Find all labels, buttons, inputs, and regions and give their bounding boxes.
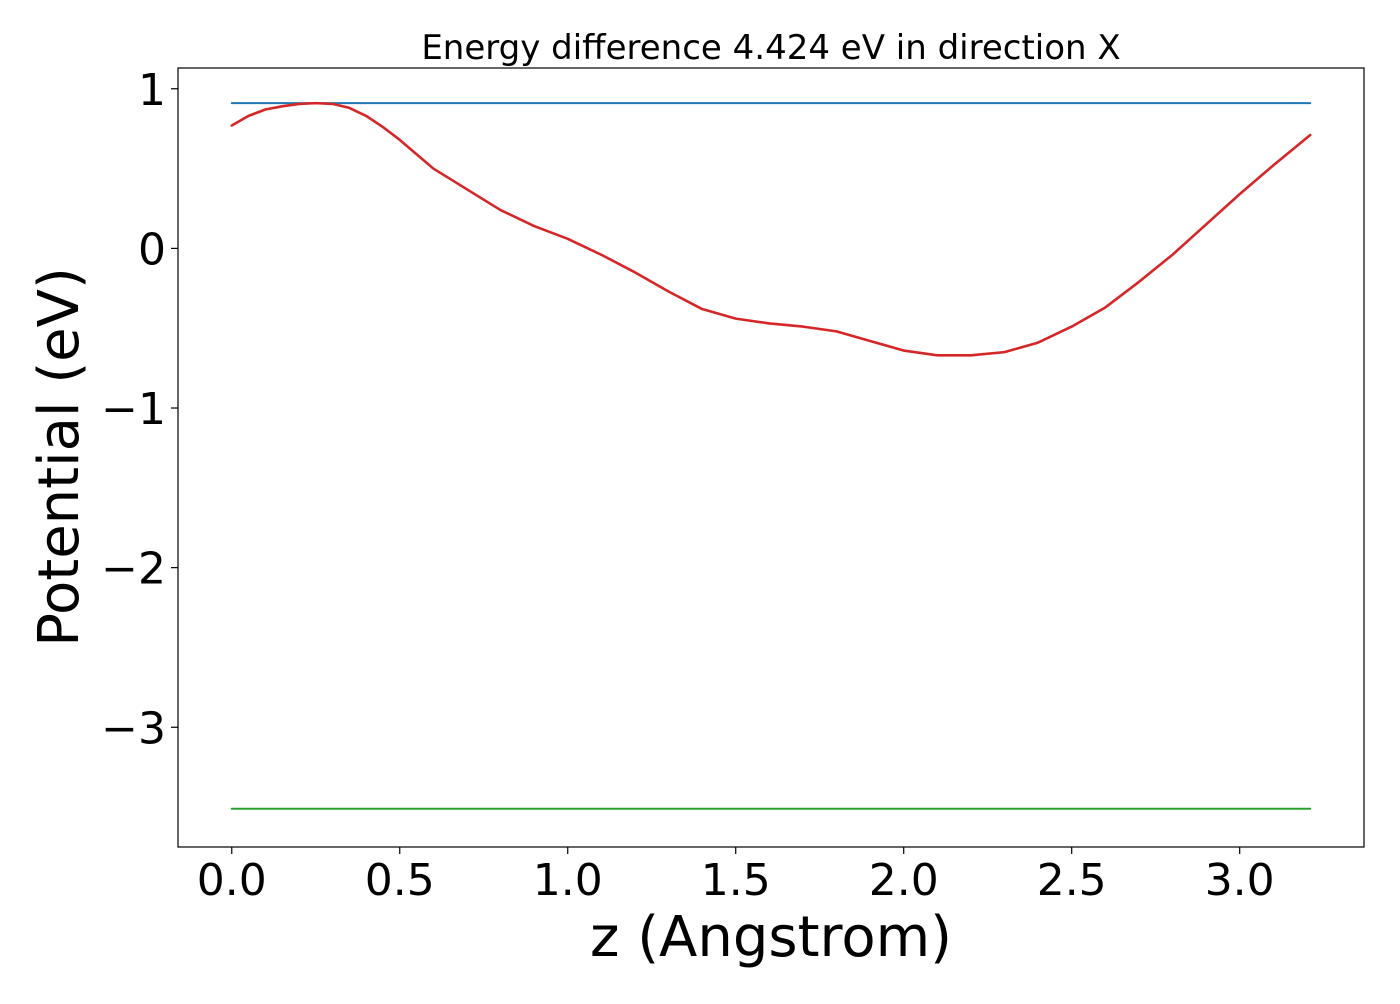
x-tick-label: 1.5 — [701, 855, 771, 906]
y-tick-label: −3 — [101, 703, 166, 754]
y-tick-label: 1 — [138, 65, 166, 116]
x-axis-label: z (Angstrom) — [590, 905, 952, 970]
y-tick-label: −1 — [101, 384, 166, 435]
y-tick-label: −2 — [101, 544, 166, 595]
series-line-2 — [230, 101, 1312, 357]
plot-area — [177, 67, 1365, 848]
x-tick-label: 2.5 — [1037, 855, 1107, 906]
y-tick-label: 0 — [138, 224, 166, 275]
y-axis-ticks: 1 0 −1 −2 −3 — [101, 65, 178, 754]
x-tick-label: 1.0 — [533, 855, 603, 906]
chart-title: Energy difference 4.424 eV in direction … — [421, 28, 1120, 68]
x-tick-label: 0.0 — [197, 855, 267, 906]
x-tick-label: 0.5 — [365, 855, 435, 906]
x-axis-ticks: 0.0 0.5 1.0 1.5 2.0 2.5 3.0 — [197, 847, 1275, 906]
x-tick-label: 2.0 — [869, 855, 939, 906]
y-axis-label: Potential (eV) — [27, 267, 92, 647]
series-layer — [230, 101, 1312, 810]
plot-frame — [177, 67, 1365, 848]
x-tick-label: 3.0 — [1205, 855, 1275, 906]
